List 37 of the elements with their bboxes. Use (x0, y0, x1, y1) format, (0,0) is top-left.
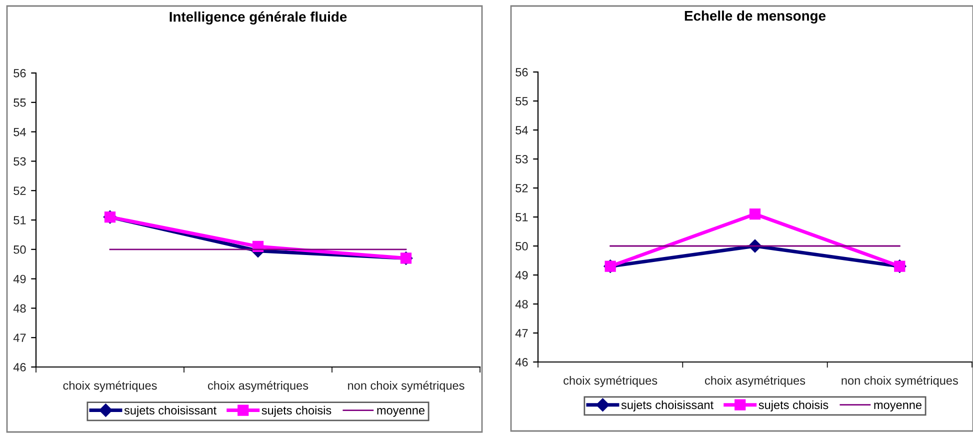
chart-title: Echelle de mensonge (684, 10, 826, 24)
chart-title: Intelligence générale fluide (170, 11, 347, 25)
y-tick-label: 55 (14, 98, 26, 107)
y-tick-label: 46 (515, 358, 528, 366)
y-tick-label: 48 (515, 300, 528, 308)
y-tick-label: 46 (13, 363, 26, 372)
x-tick-label: choix asymétriques (208, 380, 308, 392)
x-tick-label: non choix symétriques (842, 376, 958, 388)
x-tick-label: non choix symétriques (348, 380, 464, 392)
point (749, 208, 761, 220)
y-tick-label: 56 (14, 69, 26, 78)
legend-label: sujets choisis (262, 406, 332, 417)
legend-label: sujets choisissant (621, 400, 714, 412)
y-tick-label: 49 (515, 271, 528, 280)
y-tick-label: 52 (14, 186, 26, 195)
legend-label: moyenne (874, 402, 922, 412)
y-tick-label: 52 (516, 184, 528, 192)
y-tick-label: 53 (14, 157, 26, 166)
y-tick-label: 54 (14, 128, 26, 136)
x-tick-label: choix symétriques (564, 376, 658, 388)
y-tick-label: 48 (13, 304, 26, 313)
y-tick-label: 56 (516, 68, 528, 76)
y-tick-label: 47 (515, 329, 528, 338)
y-tick-label: 55 (516, 97, 528, 106)
legend-label: sujets choisis (758, 400, 828, 412)
legend-label: sujets choisissant (124, 406, 216, 417)
y-tick-label: 50 (14, 245, 26, 254)
y-tick-label: 53 (516, 155, 528, 164)
y-tick-label: 49 (13, 274, 26, 284)
x-tick-label: choix asymétriques (704, 376, 806, 388)
x-tick-label: choix symétriques (63, 380, 157, 392)
y-tick-label: 50 (516, 242, 528, 250)
y-tick-label: 54 (516, 126, 528, 134)
y-tick-label: 51 (516, 213, 528, 222)
legend-label: moyenne (377, 408, 425, 417)
y-tick-label: 47 (13, 334, 26, 342)
y-tick-label: 51 (14, 216, 26, 224)
